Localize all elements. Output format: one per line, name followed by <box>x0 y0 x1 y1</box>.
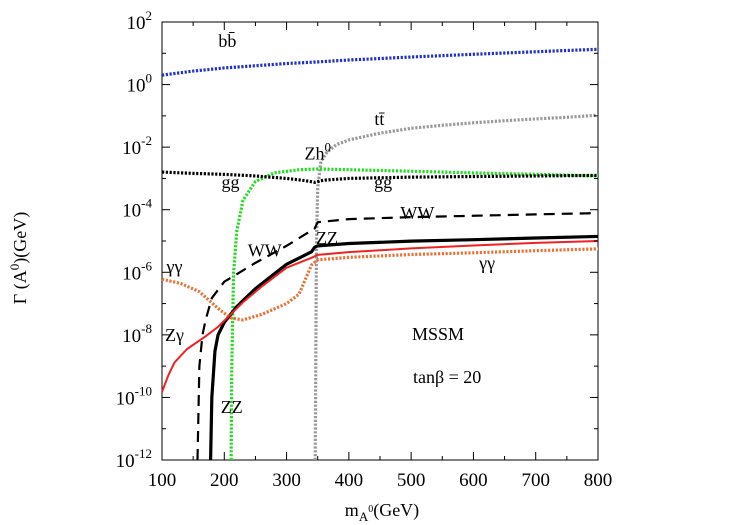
y-tick-label: 10-2 <box>122 133 152 159</box>
series-line-Zγ <box>161 240 599 393</box>
y-tick-label: 10-12 <box>116 446 152 472</box>
curve-labels-layer: bb̄ tt̄ Zh0 gg gg WW WW ZZ ZZ γγ γγ Zγ <box>165 31 495 417</box>
curve-label-Zh0: Zh0 <box>304 140 331 164</box>
curve-label-gg: gg <box>222 172 240 192</box>
x-tick-label: 300 <box>272 470 301 491</box>
x-tick-label: 200 <box>210 470 239 491</box>
series-line-ZZ <box>208 234 599 461</box>
curve-label-γγ: γγ <box>478 253 495 273</box>
y-axis-label: Γ (A0)(GeV) <box>7 212 31 304</box>
series-line-γγ <box>161 247 599 322</box>
x-tick-label: 600 <box>459 470 488 491</box>
annotation-tanbeta: tanβ = 20 <box>413 367 481 387</box>
curve-label-tt̄: tt̄ <box>374 109 384 129</box>
curve-label-WW: WW <box>248 241 282 261</box>
curve-label-Zγ: Zγ <box>165 325 184 345</box>
y-tick-label: 100 <box>127 71 153 97</box>
series-line-gg <box>161 170 599 184</box>
curve-label-bb̄: bb̄ <box>218 31 236 51</box>
series-line-tt̄ <box>313 113 599 461</box>
y-tick-label: 102 <box>127 8 153 34</box>
x-tick-label: 100 <box>148 470 177 491</box>
ticks-layer: 100 200 300 400 500 600 700 800 10-12 10-10 10-8 10… <box>116 8 613 491</box>
curve-label-γγ: γγ <box>165 256 182 276</box>
x-tick-label: 400 <box>335 470 364 491</box>
x-tick-label: 800 <box>584 470 613 491</box>
curve-label-WW: WW <box>400 203 434 223</box>
curve-label-gg: gg <box>374 172 392 192</box>
y-tick-label: 10-6 <box>122 258 152 284</box>
x-axis-label: mA0(GeV) <box>345 500 419 524</box>
curve-label-ZZ: ZZ <box>221 397 243 417</box>
series-line-bb̄ <box>161 47 599 77</box>
curve-label-ZZ: ZZ <box>316 228 338 248</box>
annotation-model: MSSM <box>412 324 464 344</box>
y-tick-label: 10-8 <box>122 321 152 347</box>
series-layer <box>161 47 599 461</box>
series-line-Zh0 <box>229 167 599 461</box>
x-tick-label: 500 <box>397 470 426 491</box>
y-tick-label: 10-4 <box>122 196 152 222</box>
x-tick-label: 700 <box>521 470 550 491</box>
series-line-WW <box>196 211 599 461</box>
y-tick-label: 10-10 <box>116 383 152 409</box>
